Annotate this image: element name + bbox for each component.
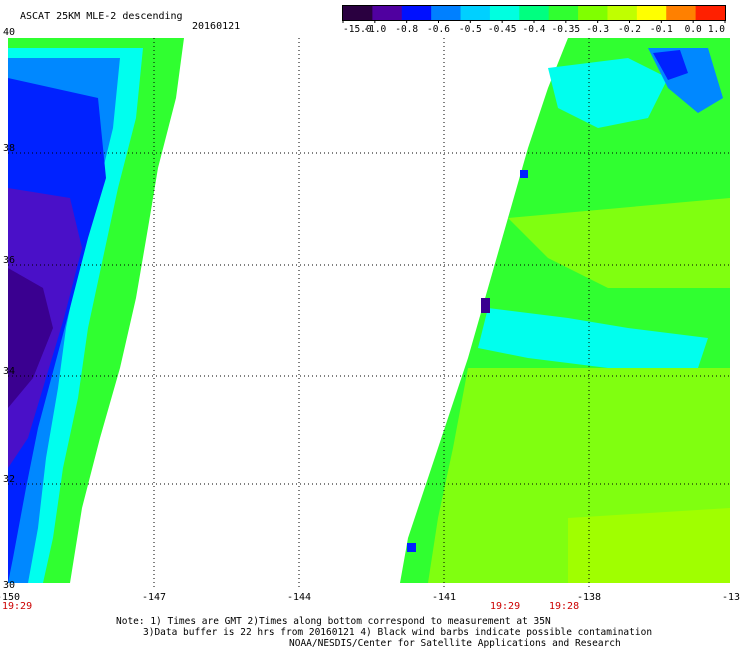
- right-swath-yellowgreen: [568, 508, 730, 583]
- swath-time-1: 19:29: [2, 601, 33, 612]
- right-swath-cyan-band: [478, 308, 708, 368]
- colorbar-label: -0.2: [618, 24, 641, 33]
- colorbar: -15.0-1.0 -0.8 -0.6 -0.5 -0.45 -0.4 -0.35 -0.3-…: [342, 5, 726, 33]
- colorbar-label: 0.0: [685, 24, 702, 33]
- colorbar-label: -1.0: [363, 24, 386, 33]
- lon-label--135: -13: [721, 592, 740, 603]
- colorbar-swatch: [431, 5, 462, 20]
- lon-label--147: -147: [141, 592, 167, 603]
- lon-label--138: -138: [576, 592, 602, 603]
- right-swath-blue: [653, 50, 688, 80]
- swath-time-3: 19:28: [549, 601, 580, 612]
- right-swath-lime-mid: [508, 198, 730, 288]
- colorbar-swatch: [401, 5, 432, 20]
- colorbar-label: -0.5: [459, 24, 482, 33]
- colorbar-swatch: [460, 5, 491, 20]
- map-title: ASCAT 25KM MLE-2 descending: [20, 11, 183, 22]
- swath-layer: [8, 38, 730, 583]
- lon-label--141: -141: [431, 592, 457, 603]
- lon-label--150: -150: [0, 592, 21, 603]
- colorbar-swatch: [666, 5, 697, 20]
- colorbar-label: -0.6: [427, 24, 450, 33]
- colorbar-swatch: [636, 5, 667, 20]
- note-line-3: NOAA/NESDIS/Center for Satellite Applica…: [289, 638, 621, 649]
- colorbar-swatch: [695, 5, 726, 20]
- colorbar-label: -0.35: [552, 24, 581, 33]
- map-date: 20160121: [192, 21, 241, 32]
- note-line-2: 3)Data buffer is 22 hrs from 20160121 4)…: [143, 627, 653, 638]
- right-swath-blue-pixel: [520, 170, 528, 178]
- colorbar-swatch: [548, 5, 579, 20]
- lat-label-36: 36: [3, 255, 16, 266]
- colorbar-swatch: [519, 5, 550, 20]
- lat-label-32: 32: [3, 474, 16, 485]
- colorbar-label: -0.8: [395, 24, 418, 33]
- right-swath-blue-pixel-2: [407, 543, 416, 552]
- note-line-1: Note: 1) Times are GMT 2)Times along bot…: [116, 616, 551, 627]
- swath-time-2: 19:29: [490, 601, 521, 612]
- lon-label--144: -144: [286, 592, 312, 603]
- swath-map: [8, 38, 730, 588]
- colorbar-swatch: [372, 5, 403, 20]
- colorbar-label: -0.45: [488, 24, 517, 33]
- grid-layer: [8, 38, 730, 588]
- lat-label-38: 38: [3, 143, 16, 154]
- colorbar-label: -0.1: [650, 24, 673, 33]
- colorbar-swatch: [343, 5, 373, 20]
- colorbar-swatch: [578, 5, 608, 20]
- lat-label-30: 30: [3, 580, 16, 591]
- colorbar-swatch: [607, 5, 638, 20]
- lat-label-34: 34: [3, 366, 16, 377]
- right-swath-cyan-top: [548, 58, 668, 128]
- lat-label-40: 40: [3, 27, 16, 38]
- colorbar-label: -15.0: [343, 24, 372, 33]
- colorbar-swatch: [489, 5, 520, 20]
- right-swath-deep-pixel: [481, 298, 490, 313]
- left-swath-deep: [8, 268, 53, 408]
- colorbar-label: -0.3: [586, 24, 609, 33]
- colorbar-label: -0.4: [523, 24, 546, 33]
- colorbar-label: 1.0: [708, 24, 725, 33]
